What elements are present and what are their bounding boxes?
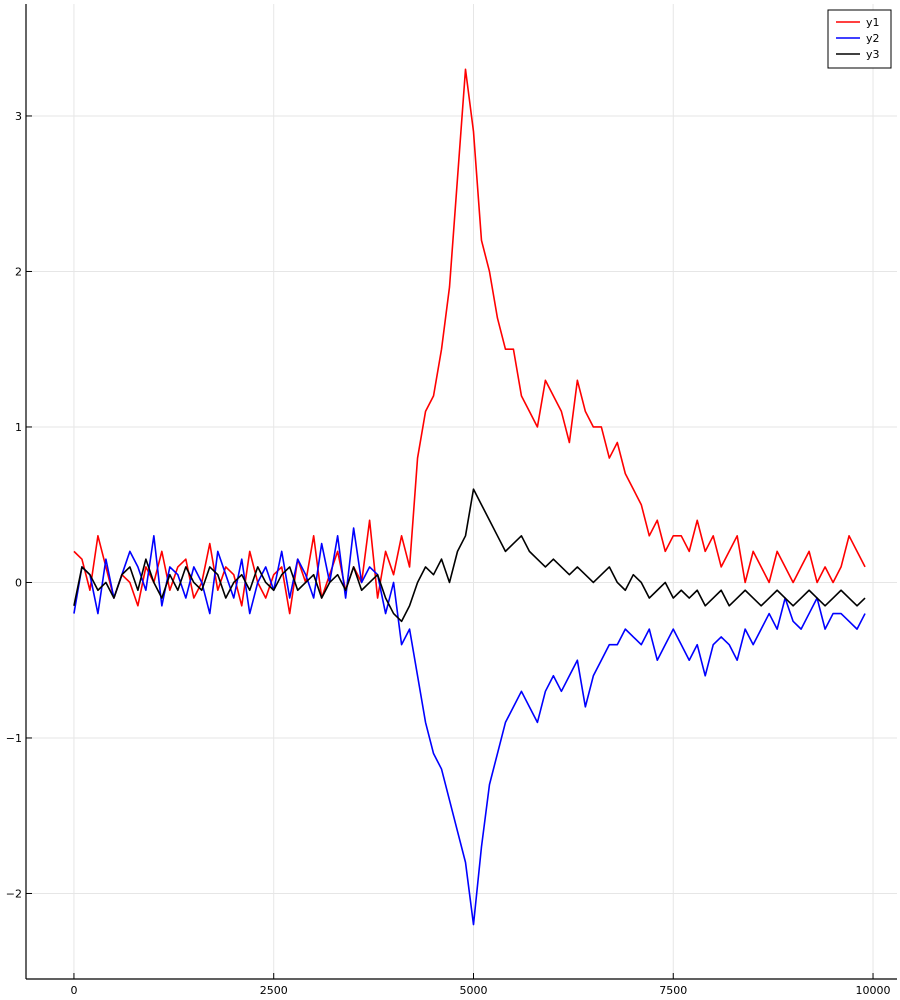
legend-entry-y1: y1 [836, 16, 880, 29]
y-tick-label: −2 [6, 887, 22, 900]
series-group [73, 68, 866, 926]
x-tick-label: 7500 [659, 984, 687, 997]
series-line-y2 [73, 527, 866, 926]
y-tick-label: −1 [6, 732, 22, 745]
y-tick-label: 2 [15, 265, 22, 278]
legend-label-y3: y3 [866, 48, 880, 61]
x-tick-label: 5000 [459, 984, 487, 997]
series-line-y3 [73, 488, 866, 623]
axes [25, 4, 897, 980]
y-tick-label: 0 [15, 576, 22, 589]
x-tick-label: 0 [70, 984, 77, 997]
legend-label-y2: y2 [866, 32, 880, 45]
legend-entry-y3: y3 [836, 48, 880, 61]
legend-entry-y2: y2 [836, 32, 880, 45]
x-tick-label: 10000 [856, 984, 891, 997]
y-tick-label: 3 [15, 110, 22, 123]
legend: y1 y2 y3 [827, 9, 892, 69]
x-tick-label: 2500 [260, 984, 288, 997]
legend-label-y1: y1 [866, 16, 880, 29]
legend-box [827, 9, 892, 69]
grid [26, 4, 897, 979]
tick-labels: 0 2500 5000 7500 10000 −2 −1 0 1 2 3 [6, 110, 891, 997]
series-line-y1 [73, 68, 866, 615]
y-tick-label: 1 [15, 421, 22, 434]
